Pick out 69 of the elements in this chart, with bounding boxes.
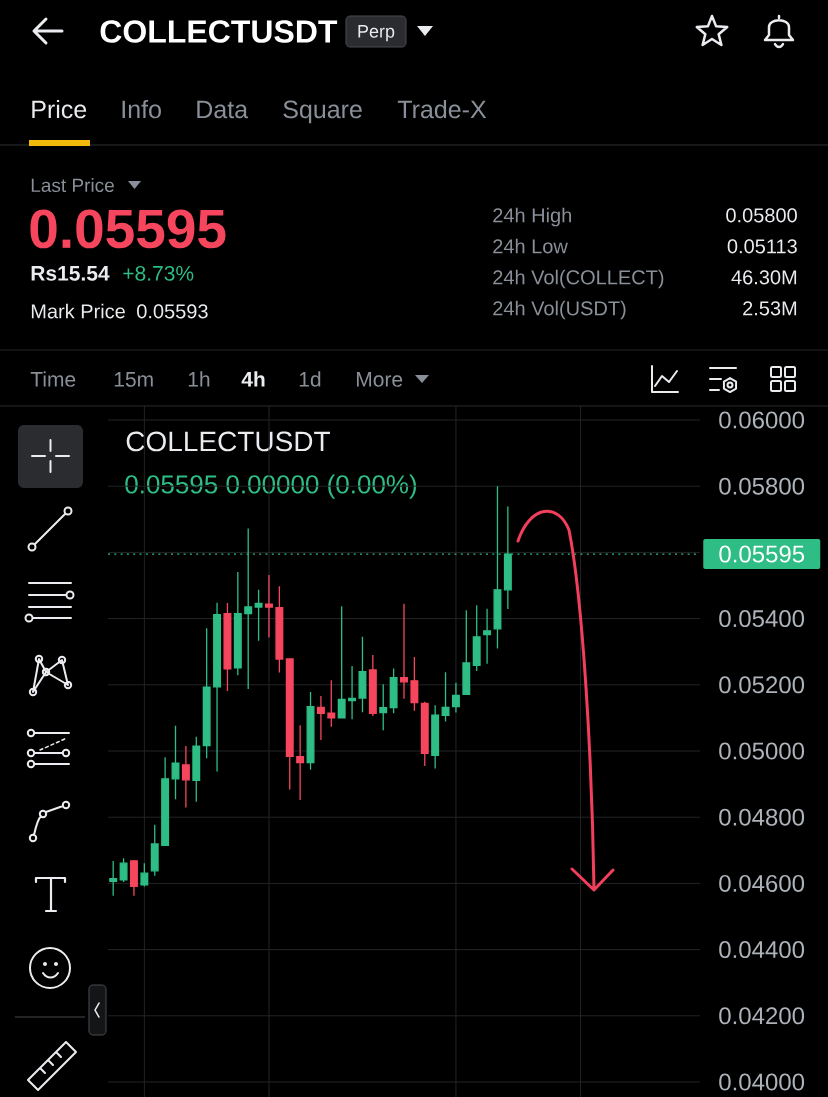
candlestick xyxy=(181,745,190,809)
text: 24h High xyxy=(493,207,571,227)
candlestick xyxy=(223,602,232,692)
candlestick xyxy=(192,736,201,803)
text: Mark Price xyxy=(31,303,125,319)
candlestick xyxy=(431,704,440,770)
chart-title: COLLECTUSDT xyxy=(100,20,338,43)
candlestick xyxy=(348,665,357,720)
text: +8.73% xyxy=(123,265,194,281)
text: 1d xyxy=(299,371,321,387)
candlestick xyxy=(213,602,222,773)
text: Trade-X xyxy=(397,99,487,119)
text: 4h xyxy=(241,371,265,387)
text: Square xyxy=(283,100,362,124)
candlestick xyxy=(472,604,481,672)
y-tick-label: 0.04200 xyxy=(719,1007,805,1025)
candlestick xyxy=(337,605,346,719)
text: 24h Vol(USDT) xyxy=(493,300,626,320)
candlestick xyxy=(368,654,377,717)
annotation: COLLECTUSDT xyxy=(126,431,330,452)
text: Rs15.54 xyxy=(31,266,110,281)
text: 0.05113 xyxy=(727,239,797,254)
text: 0.05593 xyxy=(137,304,208,319)
text: 24h Low xyxy=(493,238,568,254)
candlestick xyxy=(119,857,128,883)
text: 15m xyxy=(114,372,153,387)
y-tick-label: 0.06000 xyxy=(719,411,805,429)
y-tick-label: 0.05000 xyxy=(719,742,805,760)
candlestick xyxy=(161,756,170,846)
annotation: 0.05595 0.00000 (0.00%) xyxy=(125,474,417,499)
text: Data xyxy=(197,100,249,119)
text: Time xyxy=(30,371,76,387)
candlestick xyxy=(140,862,149,888)
text: Info xyxy=(122,99,161,119)
candlestick xyxy=(420,701,429,767)
text: 24h Vol(COLLECT) xyxy=(493,269,664,289)
y-tick-label: 0.04800 xyxy=(719,808,805,826)
y-tick-label: 0.04600 xyxy=(719,874,805,892)
text: Price xyxy=(32,99,87,119)
candlestick xyxy=(316,695,325,741)
y-tick-label: 0.05400 xyxy=(719,610,805,628)
text: Perp xyxy=(358,25,395,42)
candlestick xyxy=(389,667,398,714)
candlestick xyxy=(462,609,471,696)
ref-line-label: 0.05595 xyxy=(719,545,805,563)
candlestick xyxy=(358,636,367,713)
text: 0.05595 xyxy=(30,209,226,249)
candlestick xyxy=(441,671,450,723)
y-tick-label: 0.04000 xyxy=(719,1073,805,1091)
text: 1h xyxy=(188,371,210,387)
y-tick-label: 0.05200 xyxy=(719,676,805,694)
text: 2.53M xyxy=(743,301,797,316)
candlestick xyxy=(285,657,294,791)
candlestick xyxy=(233,571,242,676)
candlestick xyxy=(410,656,419,712)
candlestick xyxy=(451,682,460,714)
candlestick xyxy=(129,859,138,897)
candlestick xyxy=(483,608,492,665)
candlestick xyxy=(400,603,408,700)
candlestick xyxy=(202,627,211,759)
candlestick xyxy=(265,574,273,639)
text: More xyxy=(356,372,403,387)
candlestick xyxy=(296,724,305,801)
y-tick-label: 0.05800 xyxy=(719,477,805,495)
candlestick xyxy=(275,585,284,674)
text: Last Price xyxy=(31,178,114,193)
y-tick-label: 0.04400 xyxy=(719,941,805,959)
candlestick xyxy=(150,824,159,877)
text: 46.30M xyxy=(731,270,797,285)
